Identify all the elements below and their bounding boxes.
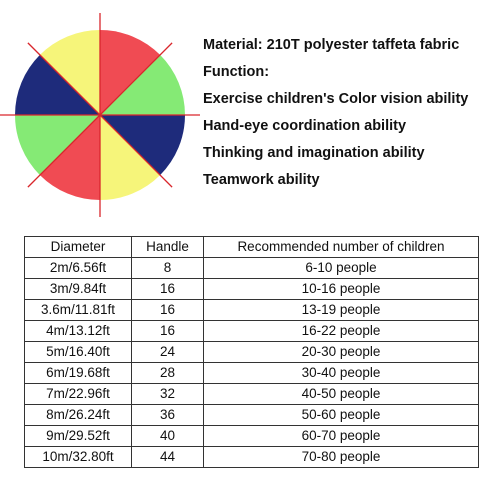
handle-cell: 16 (131, 278, 204, 300)
parachute-segment (39, 30, 100, 115)
diameter-cell: 2m/6.56ft (24, 257, 132, 279)
parachute-segment (39, 115, 100, 200)
handle-cell: 36 (131, 404, 204, 426)
table-row: 7m/22.96ft 32 40-50 people (24, 383, 479, 405)
function-heading: Function: (203, 64, 270, 80)
children-cell: 10-16 people (203, 278, 479, 300)
table-header-row: Diameter Handle Recommended number of ch… (24, 236, 479, 258)
children-cell: 40-50 people (203, 383, 479, 405)
diameter-cell: 5m/16.40ft (24, 341, 132, 363)
parachute-segment (100, 54, 185, 115)
material-line: Material: 210T polyester taffeta fabric (203, 37, 460, 53)
handle-cell: 24 (131, 341, 204, 363)
table-row: 5m/16.40ft 24 20-30 people (24, 341, 479, 363)
table-row: 3.6m/11.81ft 16 13-19 people (24, 299, 479, 321)
feature-item: Exercise children's Color vision ability (203, 91, 469, 107)
children-cell: 6-10 people (203, 257, 479, 279)
parachute-handle (99, 42, 173, 116)
children-header: Recommended number of children (203, 236, 479, 258)
table-row: 8m/26.24ft 36 50-60 people (24, 404, 479, 426)
handle-cell: 44 (131, 446, 204, 468)
parachute-handle (27, 114, 101, 188)
handle-cell: 28 (131, 362, 204, 384)
diameter-cell: 10m/32.80ft (24, 446, 132, 468)
diameter-cell: 6m/19.68ft (24, 362, 132, 384)
table-row: 6m/19.68ft 28 30-40 people (24, 362, 479, 384)
table-row: 10m/32.80ft 44 70-80 people (24, 446, 479, 468)
table-row: 4m/13.12ft 16 16-22 people (24, 320, 479, 342)
parachute-segment (15, 54, 100, 115)
parachute-segment (100, 30, 161, 115)
parachute-segment (100, 115, 161, 200)
parachute-handle (27, 42, 101, 116)
diameter-cell: 8m/26.24ft (24, 404, 132, 426)
children-cell: 50-60 people (203, 404, 479, 426)
diameter-cell: 9m/29.52ft (24, 425, 132, 447)
handle-header: Handle (131, 236, 204, 258)
diameter-cell: 4m/13.12ft (24, 320, 132, 342)
table-row: 2m/6.56ft 8 6-10 people (24, 257, 479, 279)
diameter-cell: 7m/22.96ft (24, 383, 132, 405)
children-cell: 70-80 people (203, 446, 479, 468)
handle-cell: 8 (131, 257, 204, 279)
parachute-image (0, 13, 200, 217)
handle-cell: 32 (131, 383, 204, 405)
feature-item: Thinking and imagination ability (203, 145, 425, 161)
parachute-handle (99, 114, 173, 188)
children-cell: 30-40 people (203, 362, 479, 384)
diameter-cell: 3m/9.84ft (24, 278, 132, 300)
table-row: 9m/29.52ft 40 60-70 people (24, 425, 479, 447)
handle-cell: 16 (131, 320, 204, 342)
diameter-header: Diameter (24, 236, 132, 258)
children-cell: 20-30 people (203, 341, 479, 363)
feature-item: Hand-eye coordination ability (203, 118, 407, 134)
children-cell: 13-19 people (203, 299, 479, 321)
handle-cell: 16 (131, 299, 204, 321)
handle-cell: 40 (131, 425, 204, 447)
table-row: 3m/9.84ft 16 10-16 people (24, 278, 479, 300)
feature-item: Teamwork ability (203, 172, 320, 188)
children-cell: 16-22 people (203, 320, 479, 342)
size-table: Diameter Handle Recommended number of ch… (24, 236, 479, 468)
parachute-segment (15, 115, 100, 176)
feature-list: Material: 210T polyester taffeta fabric … (203, 36, 468, 198)
parachute-segment (100, 115, 185, 176)
children-cell: 60-70 people (203, 425, 479, 447)
diameter-cell: 3.6m/11.81ft (24, 299, 132, 321)
